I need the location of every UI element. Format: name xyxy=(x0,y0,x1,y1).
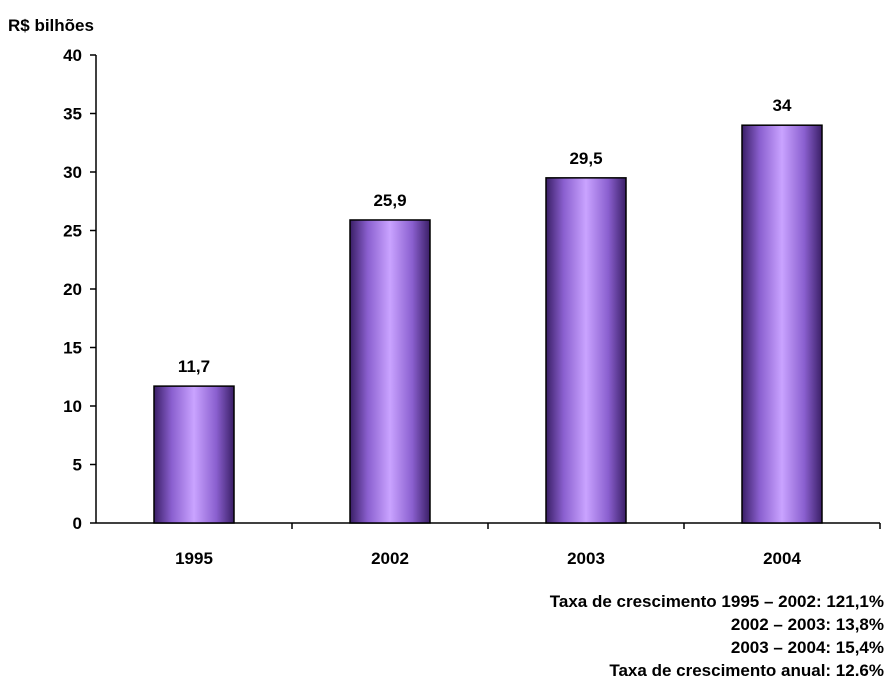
y-axis-unit-label: R$ bilhões xyxy=(8,16,94,35)
growth-note-2: 2002 – 2003: 13,8% xyxy=(730,615,884,634)
bar-2003 xyxy=(545,177,627,524)
y-tick-label: 35 xyxy=(63,105,82,124)
growth-note-1: Taxa de crescimento 1995 – 2002: 121,1% xyxy=(549,592,884,611)
y-tick-label: 40 xyxy=(63,46,82,65)
data-label-2002: 25,9 xyxy=(373,191,406,210)
x-tick-label-2002: 2002 xyxy=(371,549,409,568)
bar-chart: R$ bilhões 0 5 10 15 20 25 30 35 40 1995 2002 2003 2… xyxy=(8,16,881,568)
data-label-1995: 11,7 xyxy=(178,357,210,376)
bar-1995 xyxy=(153,385,235,524)
data-labels: 11,7 25,9 29,5 34 xyxy=(178,96,792,376)
growth-note-3: 2003 – 2004: 15,4% xyxy=(730,638,884,657)
bar-2002 xyxy=(349,219,431,524)
bar-2004 xyxy=(741,124,823,524)
growth-notes: Taxa de crescimento 1995 – 2002: 121,1% … xyxy=(550,590,884,682)
y-tick-label: 10 xyxy=(63,397,82,416)
data-label-2003: 29,5 xyxy=(569,149,602,168)
y-tick-label: 30 xyxy=(63,163,82,182)
data-label-2004: 34 xyxy=(773,96,792,115)
y-tick-label: 15 xyxy=(63,339,82,358)
growth-note-4: Taxa de crescimento anual: 12.6% xyxy=(609,661,884,680)
x-tick-label-2003: 2003 xyxy=(567,549,605,568)
x-tick-label-1995: 1995 xyxy=(175,549,213,568)
y-tick-label: 20 xyxy=(63,280,82,299)
bars xyxy=(153,124,823,524)
y-tick-label: 5 xyxy=(73,456,82,475)
y-tick-label: 0 xyxy=(73,514,82,533)
y-tick-label: 25 xyxy=(63,222,82,241)
x-tick-label-2004: 2004 xyxy=(763,549,801,568)
